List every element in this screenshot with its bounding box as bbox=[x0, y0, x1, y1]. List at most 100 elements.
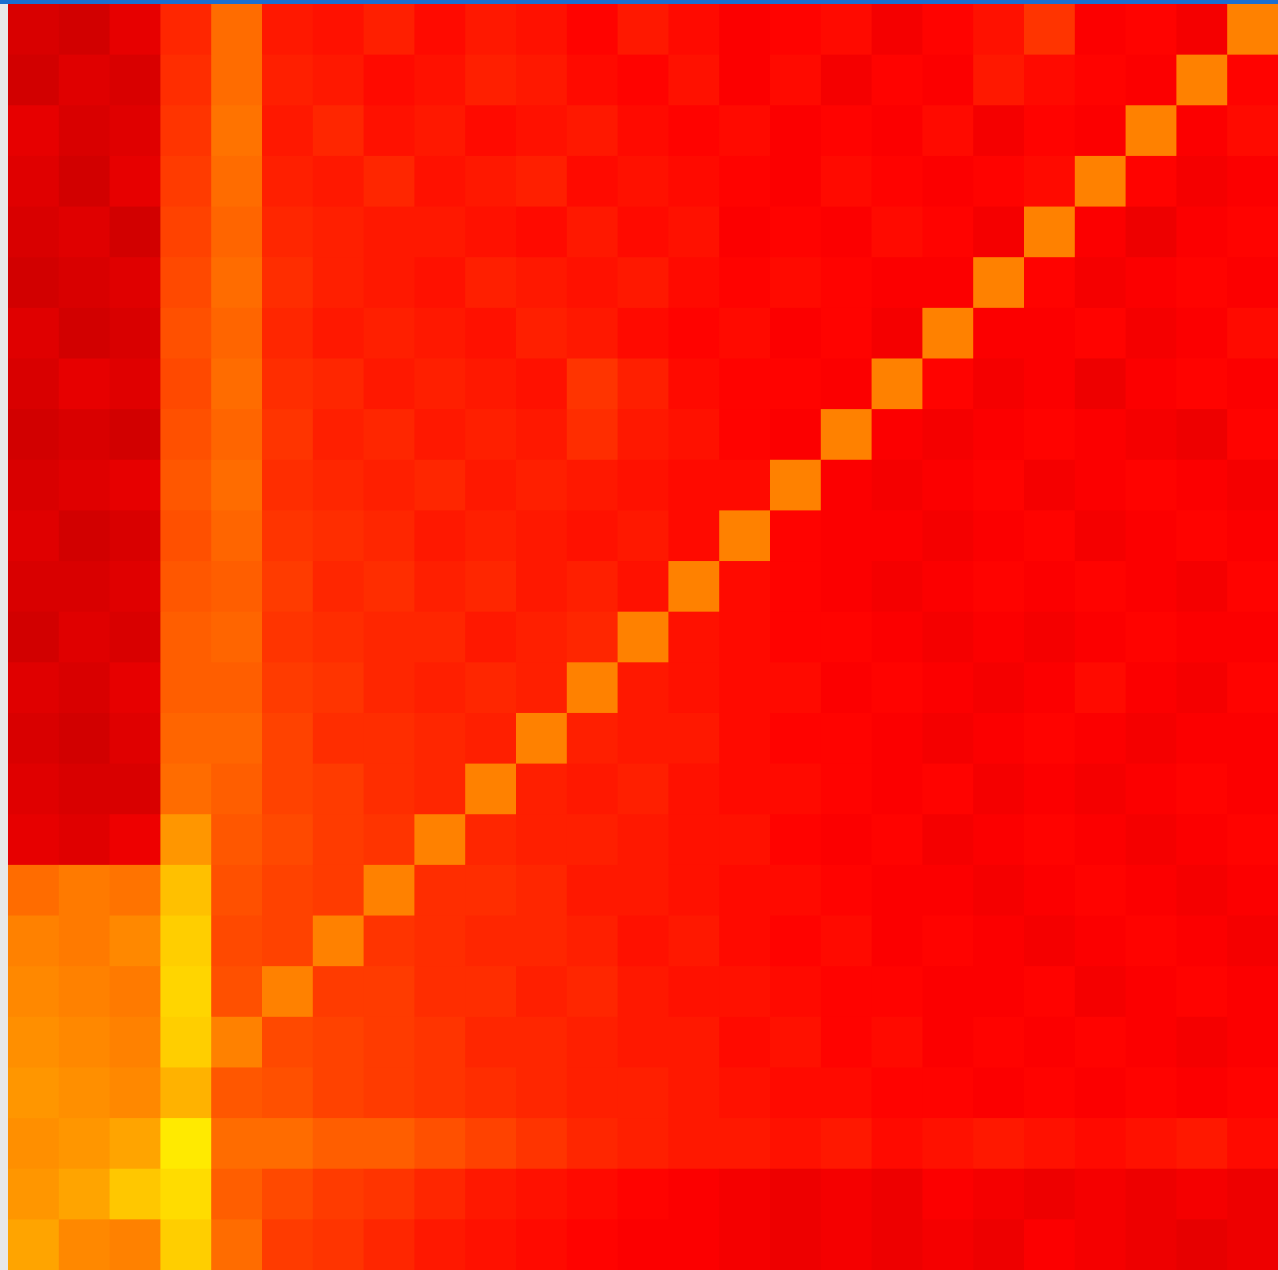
heatmap-cell bbox=[566, 510, 619, 562]
heatmap-cell bbox=[211, 206, 263, 258]
heatmap-cell bbox=[566, 662, 619, 714]
heatmap-cell bbox=[1176, 206, 1228, 258]
heatmap-cell bbox=[1227, 54, 1278, 106]
heatmap-cell bbox=[109, 510, 161, 562]
heatmap-cell bbox=[109, 54, 161, 106]
heatmap-cell bbox=[820, 814, 873, 866]
heatmap-cell bbox=[820, 1168, 873, 1220]
heatmap-cell bbox=[262, 409, 314, 461]
heatmap-cell bbox=[922, 763, 974, 815]
heatmap-cell bbox=[1125, 1016, 1177, 1068]
heatmap-cell bbox=[1074, 459, 1127, 511]
heatmap-cell bbox=[770, 1168, 822, 1220]
heatmap-cell bbox=[363, 763, 415, 815]
heatmap-cell bbox=[109, 1067, 161, 1119]
heatmap-cell bbox=[1125, 763, 1177, 815]
heatmap-cell bbox=[1227, 510, 1278, 562]
heatmap-cell bbox=[566, 814, 619, 866]
heatmap-cell bbox=[1176, 510, 1228, 562]
heatmap-cell bbox=[211, 257, 263, 309]
heatmap-cell bbox=[1227, 561, 1278, 613]
heatmap-cell bbox=[516, 54, 568, 106]
heatmap-cell bbox=[58, 358, 111, 410]
heatmap-cell bbox=[1227, 4, 1278, 56]
heatmap-cell bbox=[719, 662, 771, 714]
heatmap-cell bbox=[414, 155, 466, 208]
heatmap-cell bbox=[820, 206, 873, 258]
heatmap-cell bbox=[363, 510, 415, 562]
heatmap-cell bbox=[770, 561, 822, 613]
heatmap-cell bbox=[770, 611, 822, 663]
heatmap-cell bbox=[465, 358, 517, 410]
heatmap-cell bbox=[58, 1168, 111, 1220]
heatmap-cell bbox=[1125, 54, 1177, 106]
heatmap-cell bbox=[617, 257, 669, 309]
heatmap-cell bbox=[160, 1118, 212, 1170]
heatmap-cell bbox=[871, 155, 923, 208]
heatmap-cell bbox=[922, 1219, 974, 1270]
heatmap-cell bbox=[160, 358, 212, 410]
heatmap-cell bbox=[922, 712, 974, 765]
heatmap-cell bbox=[414, 966, 466, 1018]
heatmap-cell bbox=[566, 307, 619, 359]
heatmap-cell bbox=[312, 459, 365, 511]
heatmap-cell bbox=[1024, 864, 1076, 917]
heatmap-cell bbox=[922, 1118, 974, 1170]
heatmap-cell bbox=[922, 105, 974, 157]
heatmap-cell bbox=[820, 510, 873, 562]
heatmap-cell bbox=[8, 915, 60, 967]
heatmap-cell bbox=[465, 662, 517, 714]
heatmap-cell bbox=[1227, 155, 1278, 208]
heatmap-cell bbox=[312, 662, 365, 714]
heatmap-cell bbox=[160, 4, 212, 56]
heatmap-cell bbox=[820, 307, 873, 359]
heatmap-cell bbox=[109, 662, 161, 714]
heatmap-cell bbox=[1024, 1219, 1076, 1270]
heatmap-cell bbox=[668, 814, 720, 866]
heatmap-cell bbox=[211, 864, 263, 917]
heatmap-cell bbox=[465, 814, 517, 866]
heatmap-cell bbox=[668, 763, 720, 815]
heatmap-cell bbox=[516, 257, 568, 309]
heatmap-cell bbox=[211, 561, 263, 613]
heatmap-cell bbox=[719, 206, 771, 258]
heatmap-cell bbox=[1074, 763, 1127, 815]
heatmap-cell bbox=[1227, 1067, 1278, 1119]
heatmap-cell bbox=[922, 257, 974, 309]
heatmap-cell bbox=[8, 864, 60, 917]
heatmap-cell bbox=[668, 561, 720, 613]
heatmap-cell bbox=[973, 1219, 1025, 1270]
heatmap-cell bbox=[211, 763, 263, 815]
heatmap-cell bbox=[312, 257, 365, 309]
heatmap-cell bbox=[922, 358, 974, 410]
heatmap-cell bbox=[160, 155, 212, 208]
heatmap-cell bbox=[668, 1118, 720, 1170]
heatmap-cell bbox=[1074, 662, 1127, 714]
heatmap-cell bbox=[262, 814, 314, 866]
heatmap-cell bbox=[58, 966, 111, 1018]
heatmap-cell bbox=[109, 864, 161, 917]
heatmap-cell bbox=[414, 307, 466, 359]
heatmap-cell bbox=[566, 712, 619, 765]
heatmap-cell bbox=[871, 358, 923, 410]
heatmap-cell bbox=[973, 409, 1025, 461]
heatmap-cell bbox=[871, 459, 923, 511]
heatmap-cell bbox=[617, 712, 669, 765]
heatmap-cell bbox=[617, 561, 669, 613]
heatmap-cell bbox=[414, 510, 466, 562]
heatmap-cell bbox=[1074, 54, 1127, 106]
heatmap-cell bbox=[719, 54, 771, 106]
heatmap-cell bbox=[566, 155, 619, 208]
heatmap-cell bbox=[922, 864, 974, 917]
heatmap-cell bbox=[668, 4, 720, 56]
heatmap-cell bbox=[8, 4, 60, 56]
heatmap-cell bbox=[820, 763, 873, 815]
heatmap-cell bbox=[414, 611, 466, 663]
heatmap-cell bbox=[566, 4, 619, 56]
heatmap-cell bbox=[1024, 510, 1076, 562]
heatmap-cell bbox=[363, 1016, 415, 1068]
heatmap-cell bbox=[312, 510, 365, 562]
heatmap-cell bbox=[820, 712, 873, 765]
heatmap-cell bbox=[1024, 763, 1076, 815]
heatmap-cell bbox=[871, 1168, 923, 1220]
